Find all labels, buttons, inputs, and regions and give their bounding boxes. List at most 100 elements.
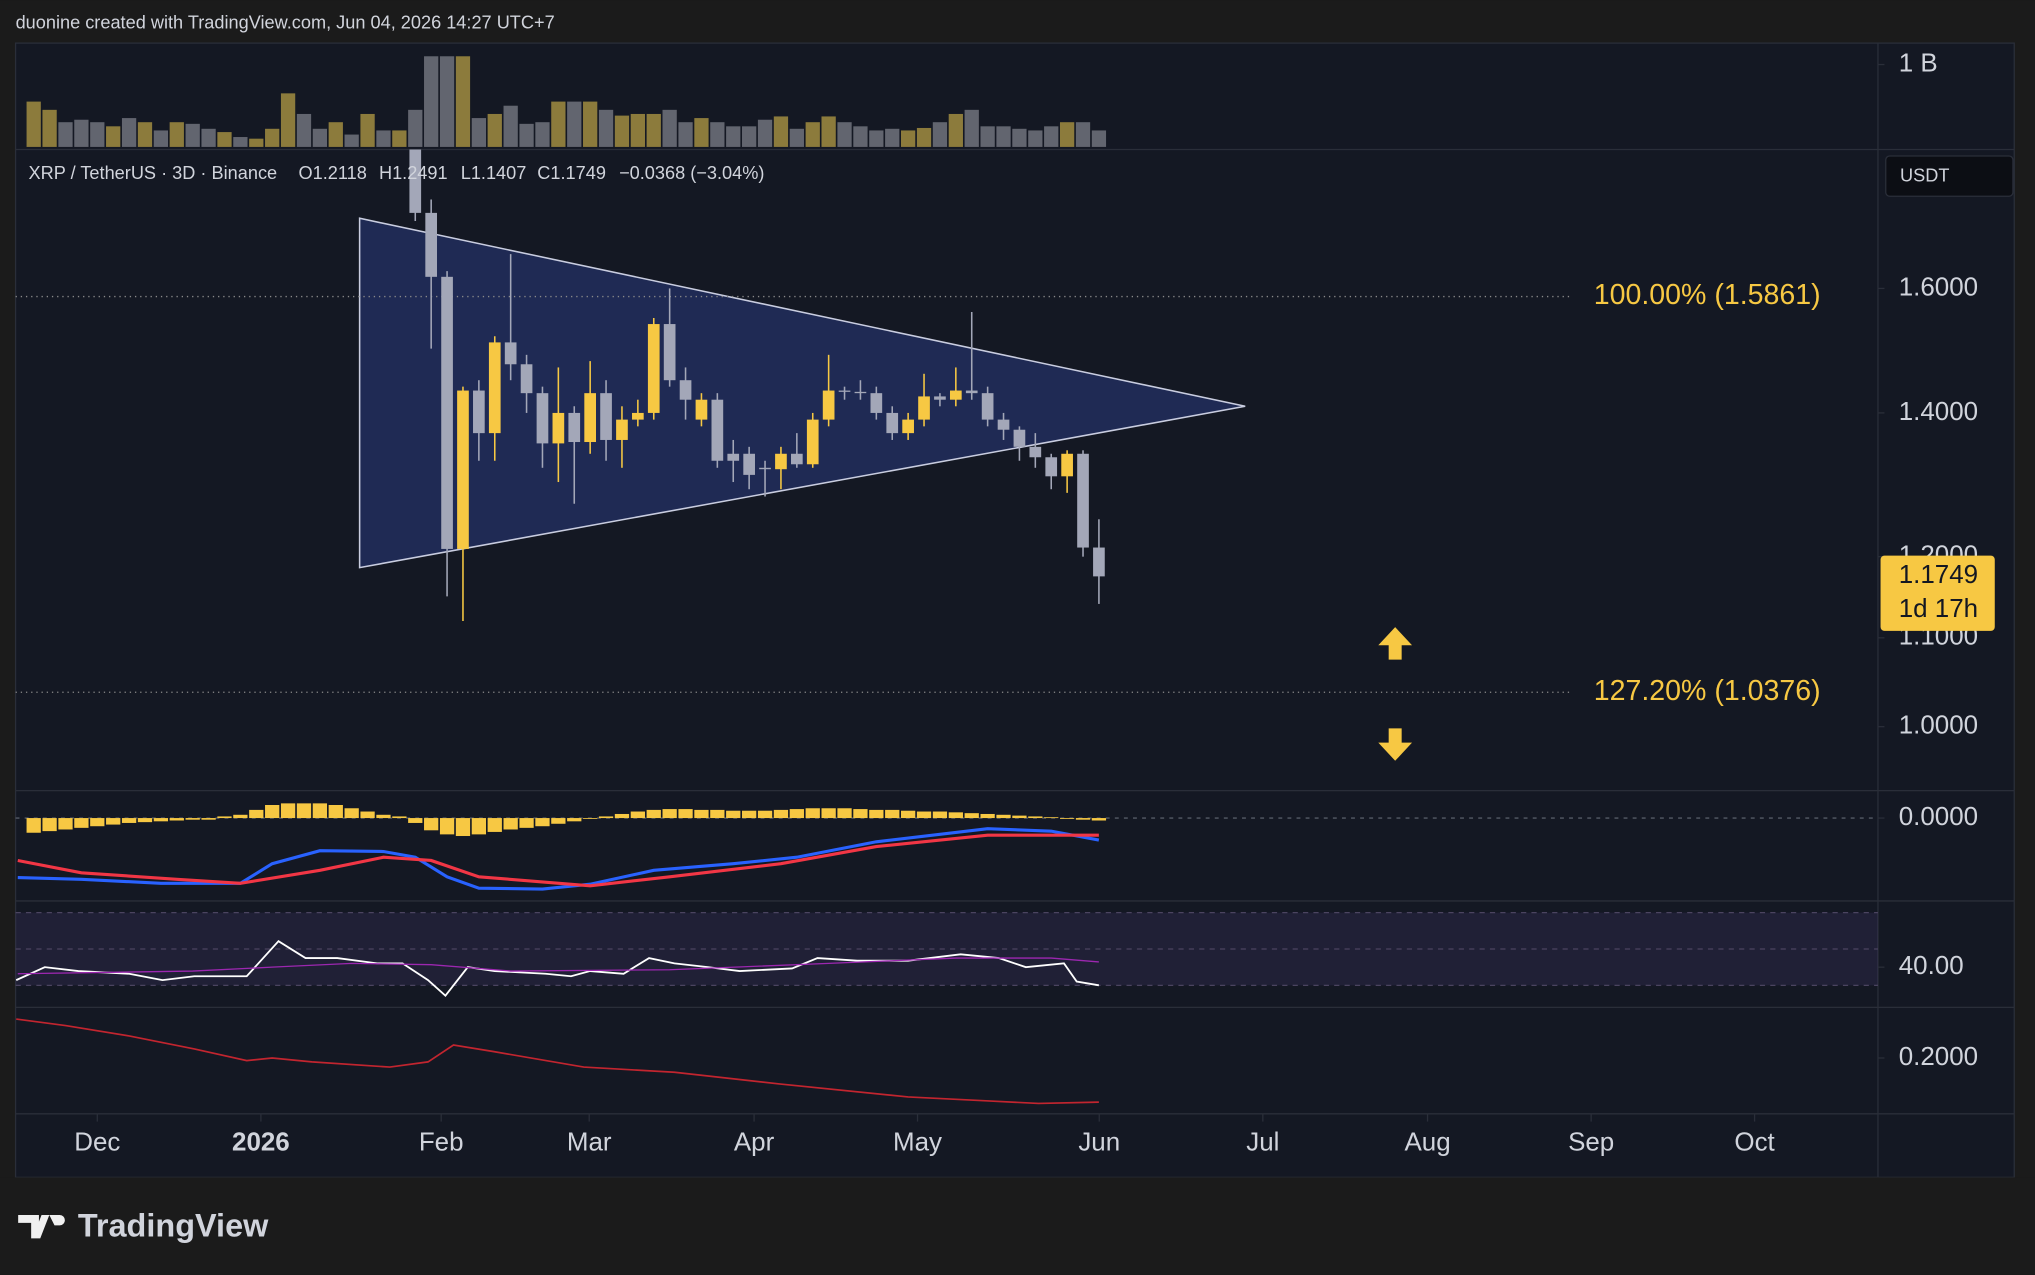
volume-bar (58, 122, 73, 147)
macd-histogram-bar (153, 818, 169, 822)
x-tick-label: 2026 (232, 1129, 290, 1157)
macd-histogram-bar (726, 810, 741, 819)
macd-histogram-bar (74, 818, 89, 828)
indicator-line (16, 1018, 1099, 1105)
candle-body (743, 453, 755, 475)
volume-bar (201, 128, 216, 147)
macd-histogram-bar (630, 811, 645, 819)
macd-histogram-bar (598, 816, 614, 819)
macd-histogram-bar (42, 818, 57, 832)
macd-histogram-bar (26, 818, 41, 833)
macd-histogram-bar (567, 818, 582, 822)
legend-high: H1.2491 (379, 163, 448, 183)
volume-bar (392, 130, 407, 147)
candle-body (918, 396, 930, 420)
candle-body (473, 390, 485, 434)
volume-bar (137, 122, 153, 147)
macd-histogram-bar (344, 808, 359, 819)
pane-separators (15, 43, 2015, 1178)
candle-body (711, 399, 724, 461)
candle-body (457, 390, 469, 549)
volume-bar (106, 126, 121, 147)
x-tick-label: Aug (1404, 1129, 1450, 1157)
candle-body (727, 453, 740, 461)
macd-histogram-bar (328, 804, 343, 819)
candle-body (632, 412, 644, 420)
volume-bar (598, 109, 614, 147)
volume-bar (821, 116, 836, 147)
candle-body (488, 342, 501, 434)
y-tick-label: 1.6000 (1899, 273, 1978, 301)
volume-bar (583, 101, 598, 147)
candle-body (791, 453, 803, 465)
volume-bar (185, 123, 200, 147)
x-tick-label: May (893, 1129, 942, 1157)
candle-body (536, 393, 549, 444)
macd-histogram-bar (376, 814, 391, 819)
volume-bar (980, 126, 995, 147)
macd-histogram-bar (916, 811, 932, 819)
legend-change: −0.0368 (−3.04%) (619, 163, 764, 183)
macd-histogram-bar (853, 809, 868, 819)
x-tick-label: Oct (1734, 1129, 1775, 1157)
header-text: duonine created with TradingView.com, Ju… (16, 12, 555, 32)
candle-body (409, 149, 422, 213)
macd-histogram-bar (455, 818, 471, 837)
candle-body (965, 390, 978, 394)
macd-histogram-bar (1075, 818, 1091, 820)
macd-histogram-bar (360, 811, 375, 819)
macd-histogram-bar (869, 809, 884, 819)
volume-bar (853, 126, 868, 147)
candle-body (441, 276, 453, 549)
legend-close: C1.1749 (537, 163, 606, 183)
y-tick-label: 1.4000 (1899, 398, 1978, 426)
macd-histogram-bar (1091, 818, 1107, 821)
volume-bar (360, 113, 375, 147)
volume-bar (471, 118, 487, 147)
volume-bar (900, 130, 916, 147)
candle-body (1093, 547, 1105, 577)
volume-bar (646, 113, 661, 147)
volume-bar (169, 122, 184, 147)
indicator-line (17, 833, 1099, 888)
volume-bar (948, 113, 963, 147)
candle-body (886, 412, 899, 434)
indicator-panes (15, 803, 1878, 1105)
currency-label[interactable]: USDT (1900, 166, 1949, 186)
candle-body (854, 391, 867, 394)
candle-body (1077, 453, 1089, 548)
volume-bar (662, 109, 677, 147)
volume-bar (344, 134, 359, 147)
macd-histogram-bar (1059, 818, 1075, 819)
volume-bar (773, 116, 789, 147)
macd-histogram-bar (185, 818, 200, 820)
indicator-line (15, 940, 1100, 998)
macd-histogram-bar (392, 816, 407, 819)
y-tick-label: 0.0000 (1899, 803, 1978, 831)
volume-bar (74, 119, 89, 147)
footer (0, 1177, 2035, 1275)
macd-histogram-bar (169, 818, 184, 821)
volume-bar (265, 128, 280, 147)
volume-bar (455, 56, 471, 147)
candle-body (584, 393, 596, 443)
currency-button[interactable] (1885, 155, 2014, 197)
macd-histogram-bar (900, 810, 916, 819)
macd-histogram-bar (280, 803, 296, 819)
candle-body (1013, 429, 1026, 447)
legend-low: L1.1407 (461, 163, 527, 183)
volume-bar (1012, 128, 1027, 147)
macd-histogram-bar (742, 810, 757, 819)
up-arrow (1378, 627, 1413, 660)
volume-bar (678, 122, 693, 147)
macd-histogram-bar (583, 818, 598, 819)
volume-bar (439, 56, 455, 147)
candle-body (902, 419, 914, 434)
volume-bar (26, 101, 41, 147)
macd-histogram-bar (217, 816, 232, 819)
macd-histogram-bar (424, 818, 439, 831)
macd-histogram-bar (312, 803, 328, 819)
fib-label: 100.00% (1.5861) (1594, 279, 1821, 311)
